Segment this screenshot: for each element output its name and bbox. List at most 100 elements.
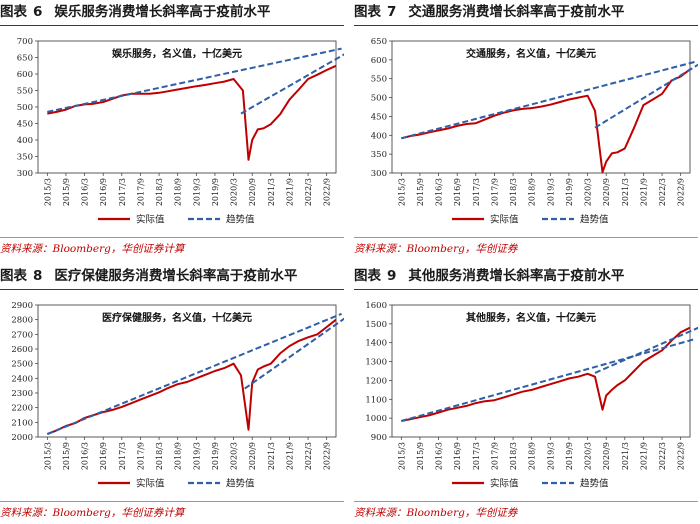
x-tick-label: 2015/9 bbox=[416, 178, 425, 206]
x-tick-label: 2022/9 bbox=[323, 178, 332, 206]
plot-area bbox=[37, 40, 337, 174]
legend-label-trend: 趋势值 bbox=[580, 214, 609, 226]
x-tick-label: 2016/3 bbox=[435, 178, 444, 206]
x-tick-label: 2020/3 bbox=[230, 442, 239, 470]
x-tick-label: 2017/9 bbox=[490, 442, 499, 470]
source-note: 资料来源：Bloomberg，华创证券 bbox=[354, 237, 698, 257]
chart-title: 其他服务，名义值，十亿美元 bbox=[466, 311, 596, 324]
y-tick-label: 450 bbox=[371, 112, 387, 122]
plot-area bbox=[391, 304, 691, 438]
legend-label-actual: 实际值 bbox=[136, 214, 165, 226]
x-tick-label: 2022/3 bbox=[658, 178, 667, 206]
x-tick-label: 2015/9 bbox=[416, 442, 425, 470]
y-tick-label: 500 bbox=[17, 103, 33, 113]
y-tick-label: 1100 bbox=[365, 395, 387, 405]
figure-label: 图表 bbox=[0, 4, 27, 20]
chart-title: 交通服务，名义值，十亿美元 bbox=[466, 47, 596, 60]
figure-caption: 医疗保健服务消费增长斜率高于疫前水平 bbox=[54, 268, 298, 284]
x-tick-label: 2020/3 bbox=[230, 178, 239, 206]
x-tick-label: 2016/3 bbox=[81, 442, 90, 470]
y-tick-label: 700 bbox=[17, 37, 33, 47]
x-tick-label: 2016/9 bbox=[99, 442, 108, 470]
legend-label-trend: 趋势值 bbox=[226, 478, 255, 490]
figure-caption: 交通服务消费增长斜率高于疫前水平 bbox=[408, 4, 625, 20]
x-tick-label: 2019/9 bbox=[211, 442, 220, 470]
y-tick-label: 2700 bbox=[11, 330, 33, 340]
y-tick-label: 2800 bbox=[11, 316, 33, 326]
x-tick-label: 2017/9 bbox=[136, 178, 145, 206]
x-tick-label: 2019/9 bbox=[565, 178, 574, 206]
x-tick-label: 2019/3 bbox=[192, 178, 201, 206]
x-tick-label: 2015/3 bbox=[43, 178, 52, 206]
x-tick-label: 2020/9 bbox=[602, 442, 611, 470]
line-chart: 2000 2100 2200 2300 2400 2500 2600 2700 2800 2900… bbox=[11, 301, 344, 490]
y-tick-label: 2500 bbox=[11, 360, 33, 370]
line-chart: 300 350 400 450 500 550 600 650 2015/3 2015/9 2016… bbox=[371, 37, 698, 226]
figure-title: 图表 8 医疗保健服务消费增长斜率高于疫前水平 bbox=[0, 264, 344, 290]
x-tick-label: 2016/9 bbox=[99, 178, 108, 206]
series-line-trend bbox=[401, 60, 696, 140]
y-tick-label: 1600 bbox=[365, 301, 387, 311]
figure-label: 图表 bbox=[0, 268, 27, 284]
x-tick-label: 2019/3 bbox=[546, 178, 555, 206]
chart-title: 娱乐服务，名义值，十亿美元 bbox=[112, 47, 242, 60]
x-tick-label: 2018/3 bbox=[155, 178, 164, 206]
x-tick-label: 2021/3 bbox=[621, 178, 630, 206]
x-tick-label: 2020/9 bbox=[248, 178, 257, 206]
y-tick-label: 550 bbox=[371, 75, 387, 85]
x-tick-label: 2019/3 bbox=[192, 442, 201, 470]
x-tick-label: 2019/9 bbox=[211, 178, 220, 206]
chart-panel-9: 图表 9 其他服务消费增长斜率高于疫前水平 900 1000 1100 1200 1300 1… bbox=[354, 264, 698, 524]
x-tick-label: 2015/3 bbox=[397, 178, 406, 206]
chart-title: 医疗保健服务，名义值，十亿美元 bbox=[102, 311, 252, 324]
x-tick-label: 2021/3 bbox=[267, 178, 276, 206]
x-tick-label: 2018/3 bbox=[155, 442, 164, 470]
x-tick-label: 2022/3 bbox=[658, 442, 667, 470]
series-line-trend bbox=[401, 337, 696, 422]
x-tick-label: 2021/9 bbox=[639, 442, 648, 470]
x-tick-label: 2022/3 bbox=[304, 178, 313, 206]
y-tick-label: 1400 bbox=[365, 339, 387, 349]
series-line-trend bbox=[594, 326, 698, 374]
x-tick-label: 2022/9 bbox=[323, 442, 332, 470]
x-tick-label: 2021/3 bbox=[621, 442, 630, 470]
y-tick-label: 450 bbox=[17, 120, 33, 130]
x-tick-label: 2017/3 bbox=[118, 442, 127, 470]
y-tick-label: 1300 bbox=[365, 358, 387, 368]
x-tick-label: 2016/9 bbox=[453, 178, 462, 206]
y-tick-label: 600 bbox=[17, 70, 33, 80]
x-tick-label: 2015/9 bbox=[62, 442, 71, 470]
y-tick-label: 2200 bbox=[11, 404, 33, 414]
figure-label: 图表 bbox=[354, 4, 381, 20]
figure-caption: 娱乐服务消费增长斜率高于疫前水平 bbox=[54, 4, 271, 20]
figure-label: 图表 bbox=[354, 268, 381, 284]
y-tick-label: 2400 bbox=[11, 374, 33, 384]
x-tick-label: 2021/9 bbox=[285, 442, 294, 470]
y-tick-label: 1200 bbox=[365, 376, 387, 386]
figure-title: 图表 9 其他服务消费增长斜率高于疫前水平 bbox=[354, 264, 698, 290]
x-tick-label: 2015/3 bbox=[397, 442, 406, 470]
x-tick-label: 2017/3 bbox=[118, 178, 127, 206]
series-line-actual bbox=[401, 68, 691, 174]
x-tick-label: 2017/3 bbox=[472, 442, 481, 470]
series-line-trend bbox=[47, 47, 342, 113]
figure-number: 9 bbox=[387, 268, 397, 284]
series-line-actual bbox=[47, 64, 337, 161]
x-tick-label: 2018/3 bbox=[509, 442, 518, 470]
y-tick-label: 650 bbox=[17, 54, 33, 64]
legend-label-actual: 实际值 bbox=[490, 214, 519, 226]
x-tick-label: 2015/9 bbox=[62, 178, 71, 206]
y-tick-label: 400 bbox=[371, 131, 387, 141]
legend-label-actual: 实际值 bbox=[136, 478, 165, 490]
x-tick-label: 2016/3 bbox=[435, 442, 444, 470]
x-tick-label: 2020/9 bbox=[248, 442, 257, 470]
x-tick-label: 2019/3 bbox=[546, 442, 555, 470]
x-tick-label: 2020/3 bbox=[584, 178, 593, 206]
y-tick-label: 350 bbox=[17, 153, 33, 163]
y-tick-label: 1500 bbox=[365, 320, 387, 330]
x-tick-label: 2018/9 bbox=[528, 178, 537, 206]
x-tick-label: 2021/9 bbox=[639, 178, 648, 206]
series-line-trend bbox=[240, 53, 344, 115]
x-tick-label: 2018/9 bbox=[528, 442, 537, 470]
y-tick-label: 300 bbox=[17, 169, 33, 179]
